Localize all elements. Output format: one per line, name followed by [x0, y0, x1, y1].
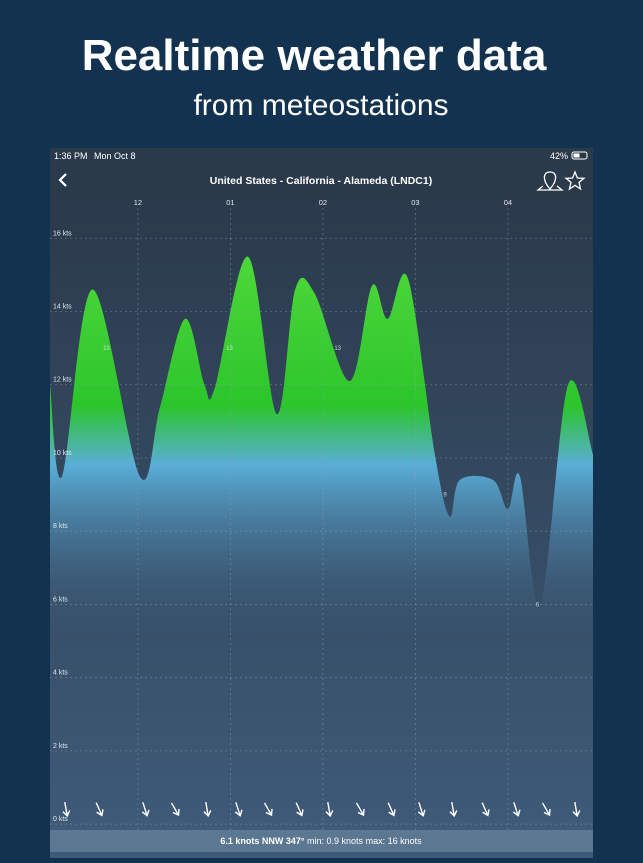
x-tick-label: 12: [134, 198, 142, 207]
marker-label: 9: [443, 493, 447, 499]
battery-level: [573, 153, 580, 158]
x-tick-label: 01: [226, 198, 234, 207]
marker-label: 13: [334, 346, 341, 352]
wind-arrow: [481, 802, 490, 817]
wind-arrow: [95, 802, 104, 817]
wind-arrow: [295, 802, 304, 817]
marker-label: 6: [536, 602, 540, 608]
wind-arrow: [512, 802, 521, 817]
wind-arrow: [62, 801, 71, 818]
wind-arrow: [234, 802, 243, 817]
back-button[interactable]: [58, 173, 67, 187]
y-tick-label: 4 kts: [53, 670, 68, 677]
favorite-button[interactable]: [564, 170, 586, 191]
wind-arrow: [387, 802, 396, 817]
subheadline: from meteostations: [193, 89, 448, 122]
nav-title: United States - California - Alameda (LN…: [210, 175, 432, 187]
status-time: 1:36 PM: [54, 151, 88, 161]
min-speed: min: 0.9 knots: [307, 836, 364, 846]
y-tick-label: 12 kts: [53, 377, 72, 384]
max-speed: max: 16 knots: [366, 836, 423, 846]
marker-label: 13: [103, 346, 110, 352]
top-bar: [50, 148, 593, 198]
y-tick-label: 8 kts: [53, 523, 68, 530]
marker-label: 13: [226, 346, 233, 352]
wind-arrow: [170, 802, 180, 817]
wind-arrow: [355, 802, 365, 817]
current-speed: 6.1 knots: [220, 836, 259, 846]
footer-bar: [50, 830, 593, 852]
wind-arrow: [417, 802, 426, 817]
wind-arrow: [572, 801, 581, 818]
y-tick-label: 10 kts: [53, 450, 72, 457]
wind-arrow: [263, 802, 273, 817]
wind-arrow: [449, 801, 458, 818]
current-direction: NNW 347°: [262, 836, 305, 846]
chart: 0 kts 2 kts 4 kts 6 kts 8 kts 10 kts 12 kts 14 …: [50, 198, 593, 830]
x-tick-label: 02: [319, 198, 327, 207]
status-date: Mon Oct 8: [94, 151, 136, 161]
footer-text: 6.1 knots NNW 347° min: 0.9 knots max: 1…: [220, 836, 422, 846]
y-tick-label: 16 kts: [53, 230, 72, 237]
x-tick-label: 04: [504, 198, 512, 207]
wind-arrow: [325, 801, 334, 818]
wind-area: [50, 256, 593, 830]
status-battery: 42%: [550, 151, 568, 161]
y-tick-label: 0 kts: [53, 816, 68, 823]
headline: Realtime weather data: [82, 31, 547, 80]
y-tick-label: 14 kts: [53, 304, 72, 311]
wind-arrow: [141, 802, 150, 817]
battery-icon: [571, 151, 588, 160]
y-tick-label: 6 kts: [53, 596, 68, 603]
x-tick-label: 03: [411, 198, 419, 207]
wind-arrow: [203, 801, 212, 818]
wind-arrow: [541, 802, 551, 817]
y-tick-label: 2 kts: [53, 743, 68, 750]
location-button[interactable]: [536, 171, 564, 191]
